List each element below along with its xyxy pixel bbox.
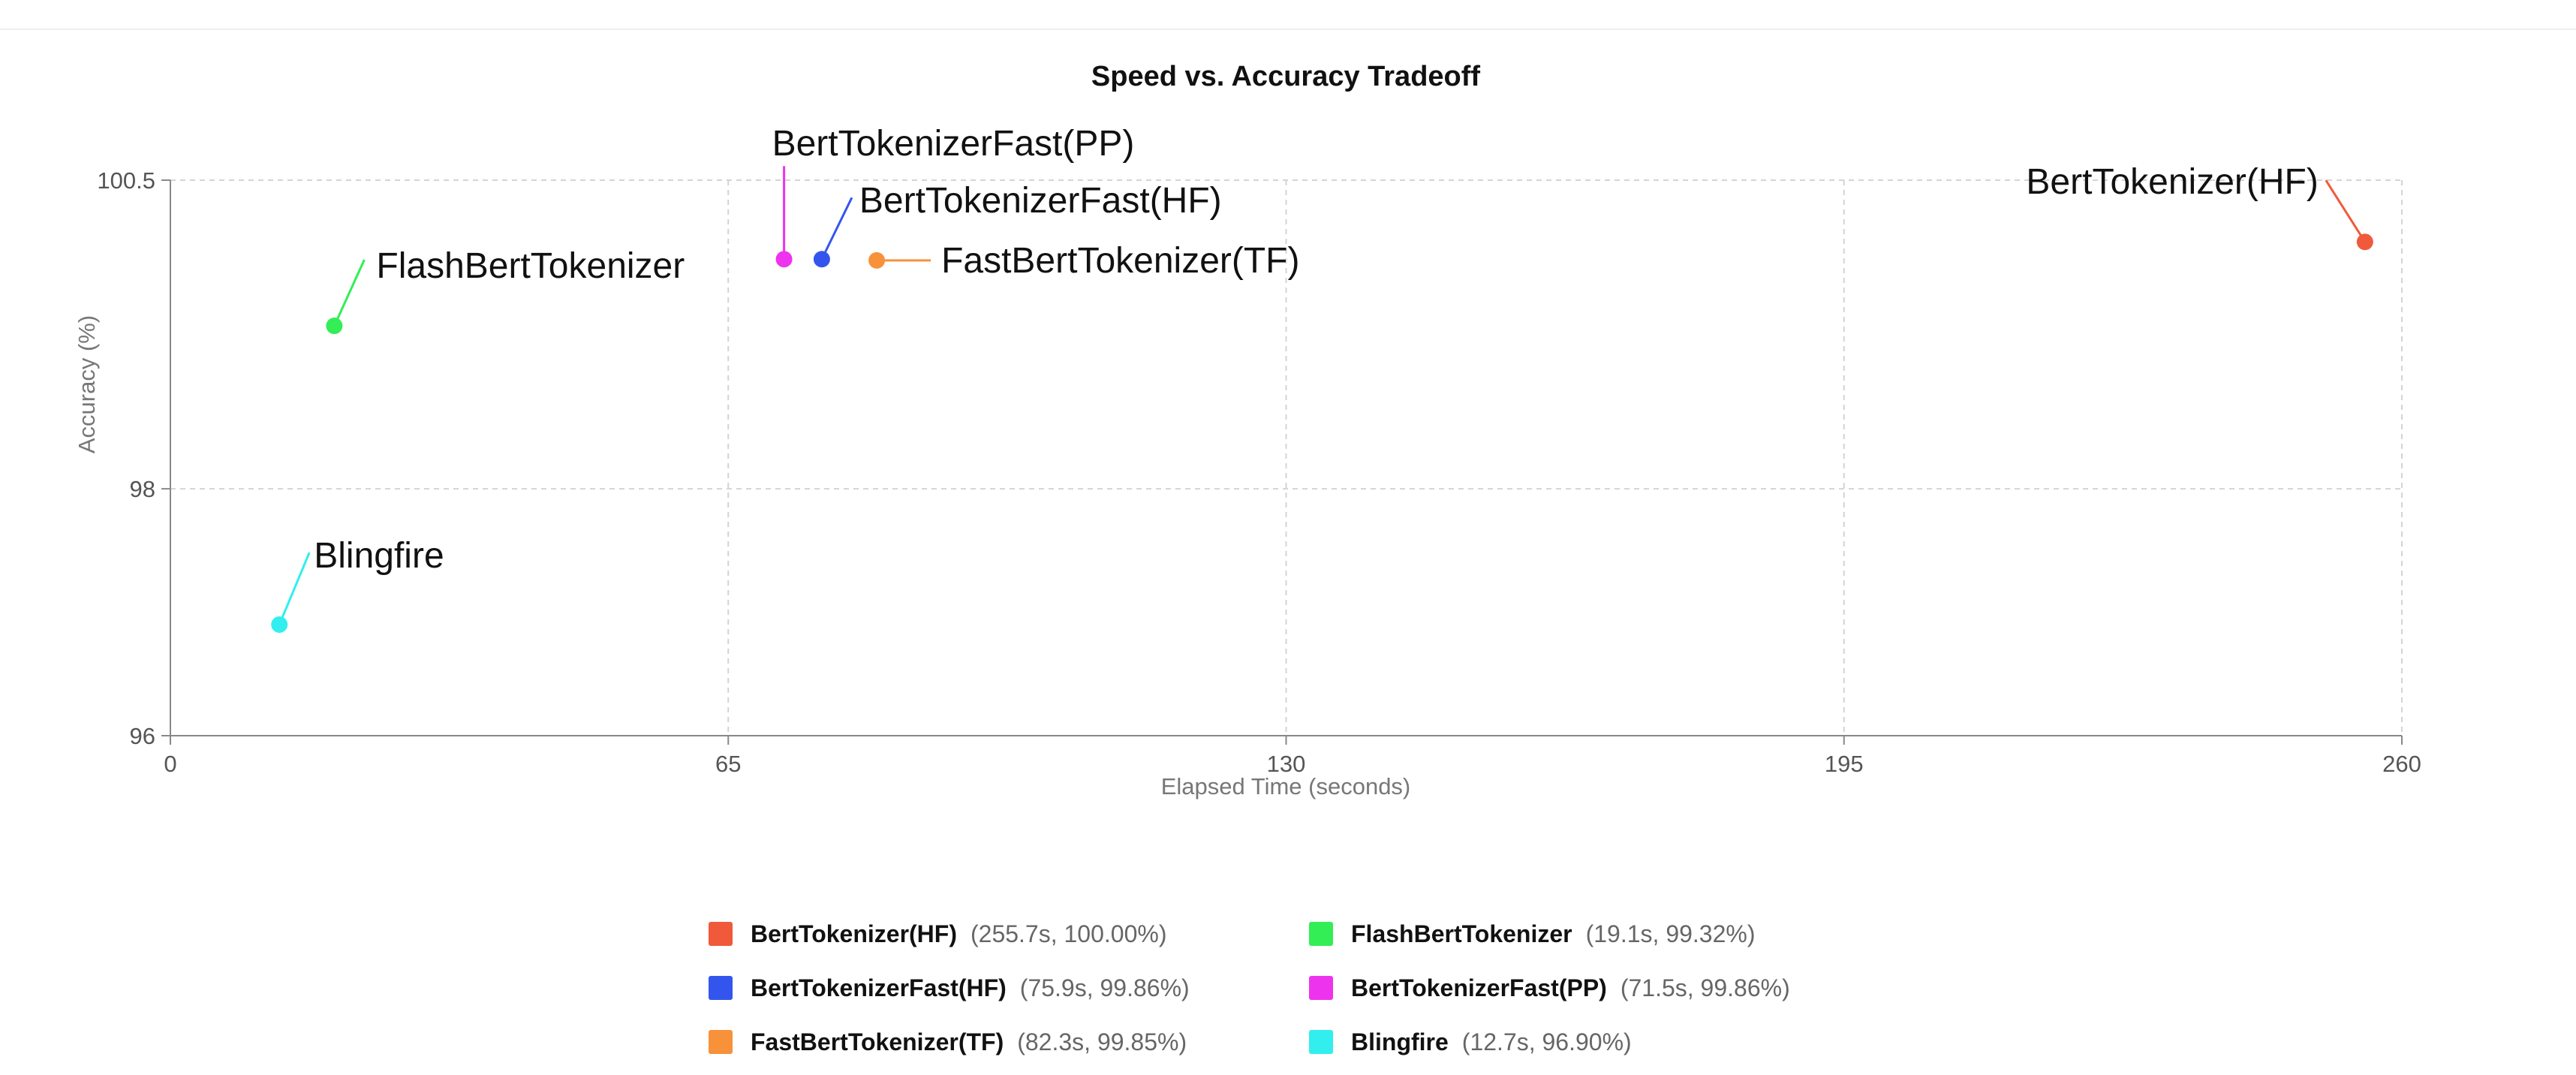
data-point[interactable] <box>868 251 886 269</box>
legend-meta: (75.9s, 99.86%) <box>1019 974 1190 1001</box>
point-label: BertTokenizer(HF) <box>2026 162 2318 202</box>
legend-name: BertTokenizerFast(PP) <box>1351 974 1607 1001</box>
leader-line <box>2325 179 2367 243</box>
legend-meta: (255.7s, 100.00%) <box>970 920 1167 947</box>
legend-item[interactable]: FastBertTokenizer(TF) (82.3s, 99.85%) <box>709 1015 1309 1069</box>
tick-labels: 0 65 130 195 260 96 98 100.5 <box>97 167 2421 777</box>
legend-item[interactable]: Blingfire (12.7s, 96.90%) <box>1309 1015 1909 1069</box>
point-label: FlashBertTokenizer <box>376 246 685 286</box>
legend-item[interactable]: BertTokenizer(HF) (255.7s, 100.00%) <box>709 907 1309 961</box>
legend-name: FastBertTokenizer(TF) <box>751 1028 1004 1055</box>
legend-name: Blingfire <box>1351 1028 1449 1055</box>
point-label: BertTokenizerFast(HF) <box>859 181 1222 221</box>
leader-line <box>333 259 366 327</box>
point-label: Blingfire <box>314 536 444 576</box>
legend-meta: (19.1s, 99.32%) <box>1585 920 1756 947</box>
legend-name: BertTokenizer(HF) <box>751 920 957 947</box>
chart-title: Speed vs. Accuracy Tradeoff <box>1091 61 1480 92</box>
y-axis-label: Accuracy (%) <box>74 315 100 453</box>
point-label: BertTokenizerFast(PP) <box>772 124 1135 164</box>
data-point[interactable] <box>813 251 830 268</box>
x-axis-label: Elapsed Time (seconds) <box>1161 773 1411 799</box>
x-tick-label: 195 <box>1825 751 1864 777</box>
legend-name: BertTokenizerFast(HF) <box>751 974 1007 1001</box>
y-tick-label: 98 <box>130 476 155 502</box>
point-label: FastBertTokenizer(TF) <box>941 241 1299 281</box>
point-labels: BertTokenizer(HF) BertTokenizerFast(HF) Fa… <box>314 124 2319 576</box>
data-points <box>271 233 2373 633</box>
y-tick-label: 100.5 <box>97 167 155 194</box>
x-tick-label: 0 <box>164 751 176 777</box>
data-point[interactable] <box>775 251 793 268</box>
x-tick-label: 260 <box>2382 751 2421 777</box>
legend-swatch <box>1309 922 1333 946</box>
data-point[interactable] <box>2356 233 2373 251</box>
grid <box>170 179 2403 736</box>
x-tick-label: 130 <box>1267 751 1306 777</box>
legend-swatch <box>709 1030 733 1054</box>
legend-meta: (82.3s, 99.85%) <box>1017 1028 1187 1055</box>
x-tick-label: 65 <box>715 751 741 777</box>
legend-item[interactable]: FlashBertTokenizer (19.1s, 99.32%) <box>1309 907 1909 961</box>
legend-meta: (12.7s, 96.90%) <box>1461 1028 1632 1055</box>
legend-swatch <box>1309 976 1333 1000</box>
top-divider <box>0 29 2576 30</box>
y-tick-label: 96 <box>130 723 155 749</box>
legend-swatch <box>1309 1030 1333 1054</box>
legend-item[interactable]: BertTokenizerFast(HF) (75.9s, 99.86%) <box>709 961 1309 1015</box>
scatter-chart: Speed vs. Accuracy Tradeoff 0 65 130 195 260… <box>74 61 2421 799</box>
legend-swatch <box>709 922 733 946</box>
legend-swatch <box>709 976 733 1000</box>
axes <box>161 179 2403 745</box>
legend-name: FlashBertTokenizer <box>1351 920 1572 947</box>
data-point[interactable] <box>271 616 288 633</box>
legend: BertTokenizer(HF) (255.7s, 100.00%) Flas… <box>709 907 1909 1069</box>
data-point[interactable] <box>326 318 343 335</box>
leader-line <box>820 197 853 260</box>
leader-lines <box>278 166 2367 625</box>
legend-meta: (71.5s, 99.86%) <box>1620 974 1790 1001</box>
leader-line <box>278 552 311 625</box>
legend-item[interactable]: BertTokenizerFast(PP) (71.5s, 99.86%) <box>1309 961 1909 1015</box>
